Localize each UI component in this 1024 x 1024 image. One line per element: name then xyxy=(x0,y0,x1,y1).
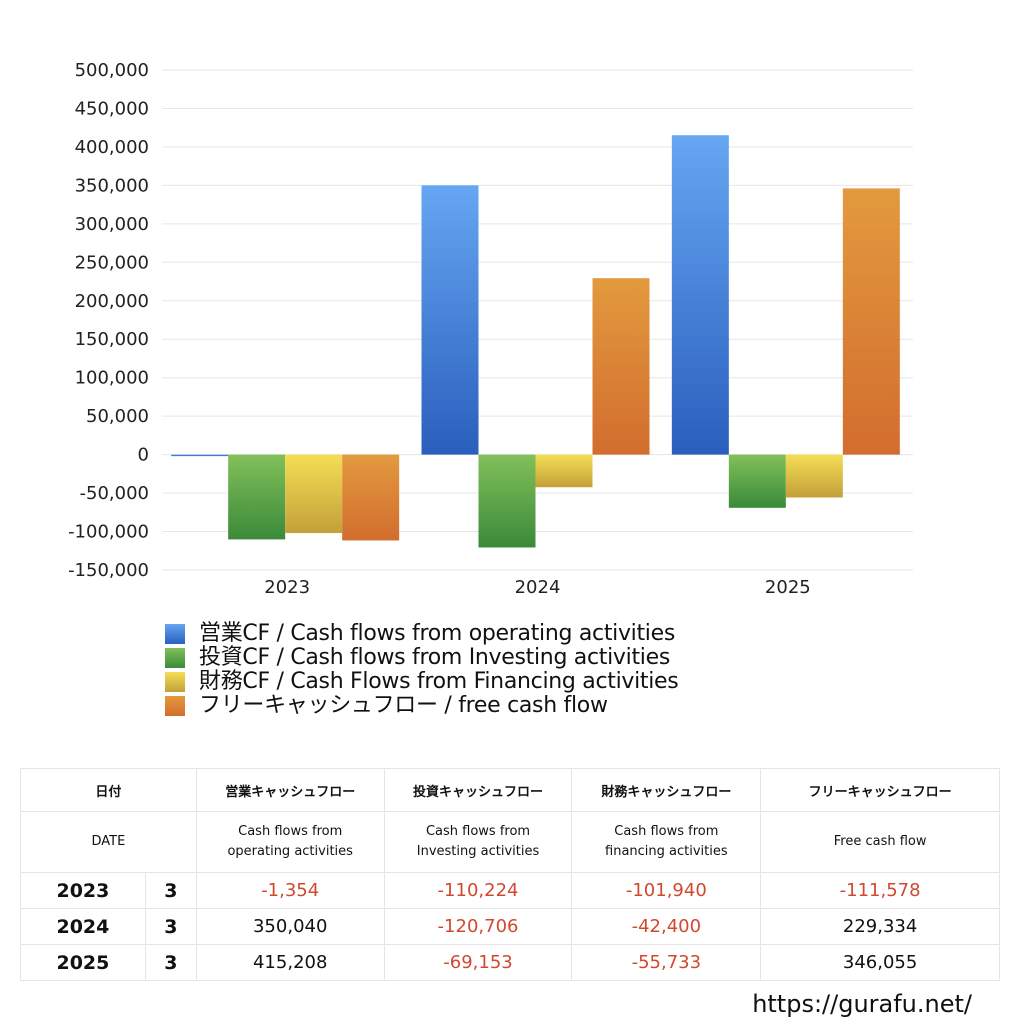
cell-free: 229,334 xyxy=(760,908,1000,945)
cell-month: 3 xyxy=(144,908,197,945)
x-tick-label: 2023 xyxy=(264,577,310,598)
cell-financing: -42,400 xyxy=(571,908,762,945)
cell-operating: -1,354 xyxy=(195,872,385,909)
legend-label: フリーキャッシュフロー / free cash flow xyxy=(199,693,608,718)
cell-year: 2024 xyxy=(20,908,146,945)
header-operating-jp: 営業キャッシュフロー xyxy=(195,768,385,812)
cell-financing: -101,940 xyxy=(571,872,762,909)
cell-month: 3 xyxy=(144,944,197,981)
legend-swatch-operating xyxy=(165,624,185,644)
chart-legend: 営業CF / Cash flows from operating activit… xyxy=(165,622,679,718)
site-url: https://gurafu.net/ xyxy=(752,990,972,1018)
cell-year: 2023 xyxy=(20,872,146,909)
header-free-jp: フリーキャッシュフロー xyxy=(760,768,1000,812)
y-tick-label: 300,000 xyxy=(75,214,149,235)
legend-swatch-financing xyxy=(165,672,185,692)
cell-investing: -110,224 xyxy=(383,872,573,909)
header-text: Cash flows from xyxy=(238,824,343,839)
bar xyxy=(285,454,343,534)
x-tick-label: 2024 xyxy=(515,577,561,598)
legend-label: 投資CF / Cash flows from Investing activit… xyxy=(199,645,670,670)
cell-month: 3 xyxy=(144,872,197,909)
y-tick-label: 200,000 xyxy=(75,291,149,312)
table-row: 2024 3 350,040 -120,706 -42,400 229,334 xyxy=(20,908,1000,945)
y-tick-label: 500,000 xyxy=(75,60,149,81)
bar xyxy=(171,454,229,457)
header-investing-jp: 投資キャッシュフロー xyxy=(383,768,573,812)
bar xyxy=(842,188,900,455)
header-investing-en: Cash flows from Investing activities xyxy=(383,811,573,873)
bar xyxy=(421,185,479,455)
bar xyxy=(728,454,786,508)
header-financing-jp: 財務キャッシュフロー xyxy=(571,768,762,812)
cell-free: -111,578 xyxy=(760,872,1000,909)
y-tick-label: 50,000 xyxy=(86,406,149,427)
x-tick-label: 2025 xyxy=(765,577,811,598)
header-text: financing activities xyxy=(605,844,728,859)
cell-financing: -55,733 xyxy=(571,944,762,981)
y-tick-label: 250,000 xyxy=(75,252,149,273)
header-operating-en: Cash flows from operating activities xyxy=(195,811,385,873)
header-text: Cash flows from xyxy=(614,824,719,839)
bar xyxy=(535,454,593,488)
header-date-en: DATE xyxy=(20,811,197,873)
legend-label: 営業CF / Cash flows from operating activit… xyxy=(199,621,676,646)
table-header-jp: 日付 営業キャッシュフロー 投資キャッシュフロー 財務キャッシュフロー フリーキ… xyxy=(20,768,1000,812)
y-tick-label: -150,000 xyxy=(68,560,149,581)
cell-investing: -120,706 xyxy=(383,908,573,945)
bar xyxy=(228,454,286,540)
y-tick-label: -100,000 xyxy=(68,522,149,543)
cell-year: 2025 xyxy=(20,944,146,981)
y-tick-label: -50,000 xyxy=(80,483,149,504)
legend-item-operating: 営業CF / Cash flows from operating activit… xyxy=(165,622,678,646)
table-row: 2025 3 415,208 -69,153 -55,733 346,055 xyxy=(20,944,1000,981)
header-free-en: Free cash flow xyxy=(760,811,1000,873)
bar xyxy=(478,454,536,548)
bar xyxy=(592,278,650,455)
legend-swatch-free xyxy=(165,696,185,716)
cash-flow-bar-chart: 500,000 450,000 400,000 350,000 300,000 250,0… xyxy=(68,60,913,598)
y-tick-label: 400,000 xyxy=(75,137,149,158)
cell-operating: 415,208 xyxy=(195,944,385,981)
cash-flow-table: 日付 営業キャッシュフロー 投資キャッシュフロー 財務キャッシュフロー フリーキ… xyxy=(20,768,1000,981)
header-text: operating activities xyxy=(227,844,353,859)
table-header-en: DATE Cash flows from operating activities… xyxy=(20,811,1000,873)
y-tick-label: 450,000 xyxy=(75,98,149,119)
bar xyxy=(785,454,843,498)
bar xyxy=(342,454,400,541)
cell-free: 346,055 xyxy=(760,944,1000,981)
legend-item-free: フリーキャッシュフロー / free cash flow xyxy=(165,694,678,718)
header-text: Investing activities xyxy=(416,844,540,859)
legend-item-financing: 財務CF / Cash Flows from Financing activit… xyxy=(165,669,679,694)
table-row: 2023 3 -1,354 -110,224 -101,940 -111,578 xyxy=(20,872,1000,909)
header-financing-en: Cash flows from financing activities xyxy=(571,811,762,873)
header-date-jp: 日付 xyxy=(20,768,197,812)
cell-operating: 350,040 xyxy=(195,908,385,945)
legend-item-investing: 投資CF / Cash flows from Investing activit… xyxy=(165,646,678,670)
cell-investing: -69,153 xyxy=(383,944,573,981)
legend-swatch-investing xyxy=(165,648,185,668)
bar xyxy=(671,135,729,455)
y-tick-label: 150,000 xyxy=(75,329,149,350)
y-tick-label: 350,000 xyxy=(75,175,149,196)
header-text: Cash flows from xyxy=(425,824,531,839)
y-tick-label: 0 xyxy=(138,445,149,466)
legend-label: 財務CF / Cash Flows from Financing activit… xyxy=(199,669,679,694)
y-tick-label: 100,000 xyxy=(75,368,149,389)
